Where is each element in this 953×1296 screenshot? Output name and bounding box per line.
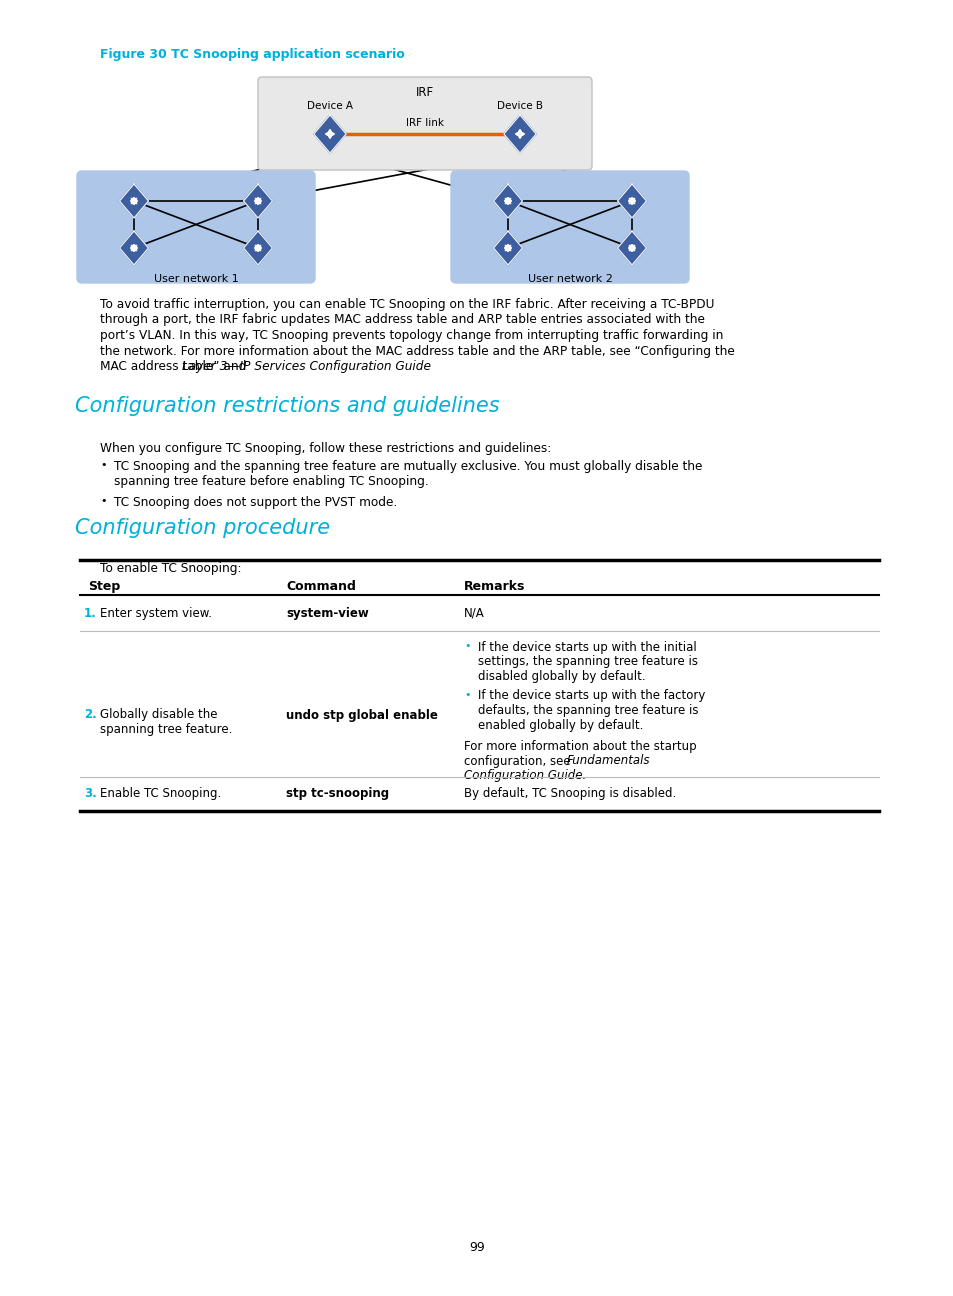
Text: stp tc-snooping: stp tc-snooping <box>286 787 389 800</box>
Polygon shape <box>493 184 522 218</box>
Text: .: . <box>368 360 372 373</box>
Text: TC Snooping does not support the PVST mode.: TC Snooping does not support the PVST mo… <box>113 496 396 509</box>
Polygon shape <box>243 184 273 218</box>
Text: 2.: 2. <box>84 709 96 722</box>
Text: through a port, the IRF fabric updates MAC address table and ARP table entries a: through a port, the IRF fabric updates M… <box>100 314 704 327</box>
Text: TC Snooping and the spanning tree feature are mutually exclusive. You must globa: TC Snooping and the spanning tree featur… <box>113 460 701 473</box>
Polygon shape <box>503 115 536 153</box>
Text: N/A: N/A <box>463 607 484 619</box>
Text: Configuration procedure: Configuration procedure <box>75 518 330 538</box>
Text: undo stp global enable: undo stp global enable <box>286 709 437 722</box>
Text: •: • <box>463 689 470 700</box>
Text: the network. For more information about the MAC address table and the ARP table,: the network. For more information about … <box>100 345 734 358</box>
Text: 1.: 1. <box>84 607 96 619</box>
Text: If the device starts up with the initial: If the device starts up with the initial <box>477 642 696 654</box>
Text: Enable TC Snooping.: Enable TC Snooping. <box>100 787 221 800</box>
Text: enabled globally by default.: enabled globally by default. <box>477 718 642 731</box>
Text: User network 2: User network 2 <box>527 273 612 284</box>
Text: defaults, the spanning tree feature is: defaults, the spanning tree feature is <box>477 704 698 717</box>
Text: To avoid traffic interruption, you can enable TC Snooping on the IRF fabric. Aft: To avoid traffic interruption, you can e… <box>100 298 714 311</box>
Text: When you configure TC Snooping, follow these restrictions and guidelines:: When you configure TC Snooping, follow t… <box>100 442 551 455</box>
Polygon shape <box>617 231 646 264</box>
Text: IRF: IRF <box>416 86 434 98</box>
Text: •: • <box>100 496 107 505</box>
Text: Figure 30 TC Snooping application scenario: Figure 30 TC Snooping application scenar… <box>100 48 404 61</box>
Text: IRF link: IRF link <box>406 118 443 128</box>
Text: •: • <box>100 460 107 470</box>
Text: Step: Step <box>88 581 120 594</box>
Text: Layer 3—IP Services Configuration Guide: Layer 3—IP Services Configuration Guide <box>182 360 431 373</box>
Text: settings, the spanning tree feature is: settings, the spanning tree feature is <box>477 656 698 669</box>
Text: User network 1: User network 1 <box>153 273 238 284</box>
FancyBboxPatch shape <box>257 76 592 170</box>
Text: Globally disable the: Globally disable the <box>100 708 217 721</box>
Text: Configuration restrictions and guidelines: Configuration restrictions and guideline… <box>75 397 499 416</box>
Text: •: • <box>463 642 470 651</box>
FancyBboxPatch shape <box>451 171 688 283</box>
Text: 3.: 3. <box>84 787 96 800</box>
Text: configuration, see: configuration, see <box>463 754 574 767</box>
Text: Device B: Device B <box>497 101 542 111</box>
Text: If the device starts up with the factory: If the device starts up with the factory <box>477 689 704 702</box>
Text: For more information about the startup: For more information about the startup <box>463 740 696 753</box>
Text: Configuration Guide.: Configuration Guide. <box>463 769 586 781</box>
Text: By default, TC Snooping is disabled.: By default, TC Snooping is disabled. <box>463 787 676 800</box>
Text: Command: Command <box>286 581 355 594</box>
Text: To enable TC Snooping:: To enable TC Snooping: <box>100 562 241 575</box>
Text: spanning tree feature.: spanning tree feature. <box>100 722 233 736</box>
Polygon shape <box>119 231 149 264</box>
FancyBboxPatch shape <box>77 171 314 283</box>
Text: 99: 99 <box>469 1242 484 1255</box>
Text: port’s VLAN. In this way, TC Snooping prevents topology change from interrupting: port’s VLAN. In this way, TC Snooping pr… <box>100 329 722 342</box>
Text: Fundamentals: Fundamentals <box>566 754 650 767</box>
Text: Remarks: Remarks <box>463 581 525 594</box>
Text: system-view: system-view <box>286 607 369 619</box>
Polygon shape <box>617 184 646 218</box>
Text: spanning tree feature before enabling TC Snooping.: spanning tree feature before enabling TC… <box>113 476 428 489</box>
Polygon shape <box>314 115 346 153</box>
Text: Enter system view.: Enter system view. <box>100 607 212 619</box>
Text: disabled globally by default.: disabled globally by default. <box>477 670 645 683</box>
Polygon shape <box>119 184 149 218</box>
Text: Device A: Device A <box>307 101 353 111</box>
Text: MAC address table” and: MAC address table” and <box>100 360 250 373</box>
Polygon shape <box>243 231 273 264</box>
Polygon shape <box>493 231 522 264</box>
